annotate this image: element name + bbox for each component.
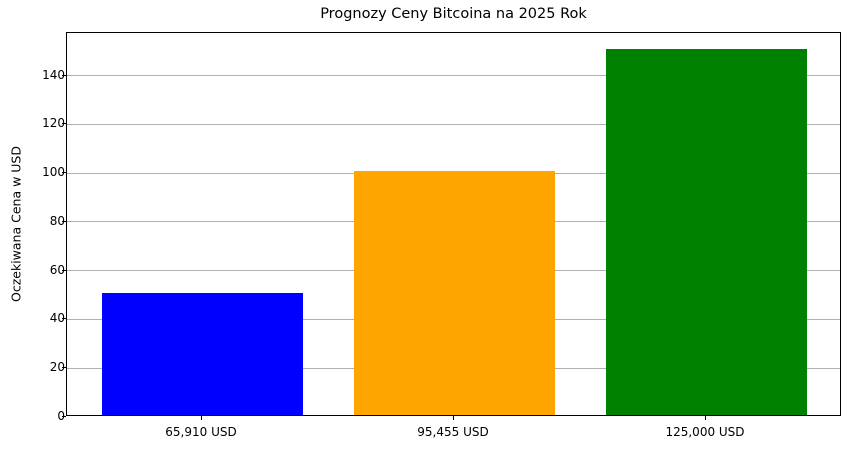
x-tick-mark [453, 416, 454, 420]
gridline [67, 123, 840, 125]
x-tick-mark [705, 416, 706, 420]
y-tick-label: 60 [49, 262, 65, 277]
y-tick-mark [62, 269, 66, 271]
y-tick-label: 140 [42, 67, 65, 82]
y-tick-mark [62, 367, 66, 369]
y-axis-label: Oczekiwana Cena w USD [8, 146, 24, 302]
x-tick-label: 95,455 USD [417, 425, 489, 439]
y-tick-mark [62, 172, 66, 174]
y-tick-label: 0 [57, 409, 65, 423]
x-tick-label: 125,000 USD [665, 425, 745, 439]
bar [353, 171, 555, 415]
y-tick-label: 80 [49, 213, 65, 228]
plot-area [66, 32, 841, 416]
y-tick-label: 120 [42, 116, 65, 131]
x-tick-label: 65,910 USD [165, 425, 237, 439]
chart-title: Prognozy Ceny Bitcoina na 2025 Rok [320, 6, 587, 22]
y-tick-label: 40 [49, 311, 65, 326]
y-tick-label: 20 [49, 360, 65, 375]
y-tick-mark [62, 74, 66, 76]
gridline [67, 75, 840, 77]
y-tick-mark [62, 220, 66, 222]
bar [605, 49, 807, 415]
bar [101, 293, 303, 415]
y-tick-label: 100 [42, 165, 65, 180]
x-tick-mark [201, 416, 202, 420]
y-tick-mark [62, 318, 66, 320]
y-tick-mark [62, 123, 66, 125]
y-tick-mark [62, 416, 66, 417]
